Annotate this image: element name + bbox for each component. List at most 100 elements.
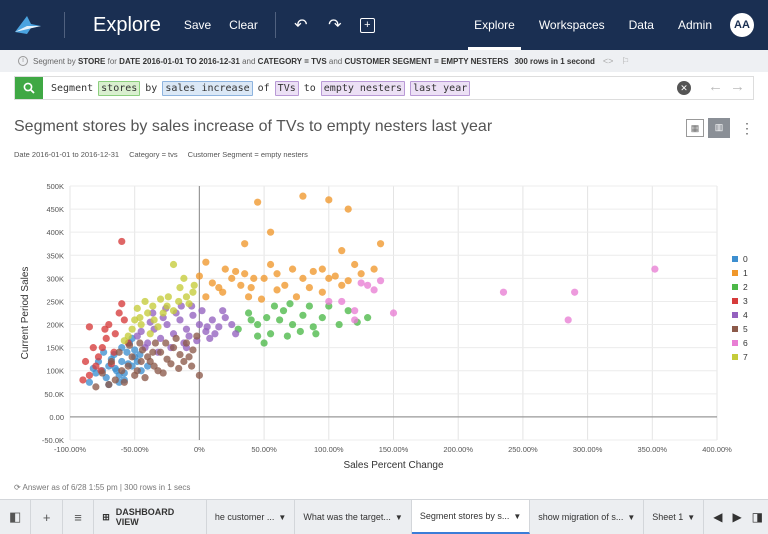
nav-explore[interactable]: Explore (468, 0, 521, 50)
legend-swatch (732, 312, 738, 318)
legend-label: 7 (743, 352, 748, 362)
code-icon[interactable]: <> (602, 56, 614, 66)
scatter-point (195, 272, 203, 280)
interp-category: CATEGORY = TVS (257, 56, 327, 66)
scatter-point (344, 307, 352, 315)
query-token[interactable]: empty nesters (320, 80, 406, 96)
scatter-point (195, 320, 203, 329)
scatter-point (202, 258, 210, 266)
tab-menu-caret-icon[interactable]: ▼ (627, 512, 636, 522)
undo-icon[interactable]: ↶ (294, 17, 308, 34)
tab-menu-caret-icon[interactable]: ▼ (513, 511, 522, 521)
grid-icon: ⊞ (102, 511, 110, 522)
expand-panel-icon[interactable]: ◨ (751, 510, 764, 524)
scatter-point (175, 297, 183, 306)
sheet-tab-label: Sheet 1 (652, 512, 684, 522)
top-nav-bar: Explore Save Clear ↶ ↷ + Explore Workspa… (0, 0, 768, 50)
logo-icon (15, 16, 41, 34)
app-logo[interactable] (0, 0, 56, 50)
more-options-icon[interactable]: ⋮ (740, 119, 754, 136)
clear-search-icon[interactable]: ✕ (677, 81, 691, 95)
sheet-tab-label: show migration of s... (538, 512, 624, 522)
filter-date: Date 2016-01-01 to 2016-12-31 (14, 150, 120, 159)
scatter-point (185, 353, 193, 361)
scatter-point (198, 307, 206, 315)
scatter-point (105, 380, 113, 389)
clear-button[interactable]: Clear (229, 18, 258, 32)
add-sheet-icon[interactable]: + (31, 500, 63, 534)
query-token[interactable]: TVs (274, 80, 299, 96)
scatter-point (182, 325, 191, 333)
scatter-point (136, 314, 144, 322)
sheet-tab[interactable]: show migration of s... ▼ (530, 500, 645, 534)
dashboard-view-button[interactable]: ⊞ DASHBOARD VIEW (94, 500, 207, 534)
search-button[interactable] (15, 77, 43, 99)
scatter-point (288, 320, 297, 329)
user-avatar[interactable]: AA (730, 13, 754, 37)
tab-menu-caret-icon[interactable]: ▼ (394, 512, 403, 522)
sheet-tab[interactable]: he customer ... ▼ (207, 500, 296, 534)
y-tick-label: 0.00 (49, 413, 64, 422)
scatter-point (296, 327, 304, 336)
scatter-point (137, 357, 145, 366)
y-tick-label: 400K (46, 228, 64, 237)
chart-view-icon[interactable]: ▥ (708, 118, 730, 138)
flag-icon[interactable]: ⚐ (621, 55, 630, 66)
tab-scroll-right-icon[interactable]: ▶ (732, 510, 742, 524)
nav-data[interactable]: Data (628, 18, 654, 32)
scatter-point (120, 316, 128, 324)
dashboard-view-label: DASHBOARD VIEW (115, 507, 175, 527)
scatter-point (133, 367, 141, 375)
y-tick-label: 150K (46, 344, 64, 353)
sheet-tab-label: What was the target... (303, 512, 391, 522)
scatter-point (564, 316, 572, 324)
redo-icon[interactable]: ↷ (328, 17, 342, 34)
save-button[interactable]: Save (183, 18, 212, 32)
scatter-point (286, 300, 294, 308)
scatter-point (273, 270, 281, 278)
query-token[interactable]: stores (98, 80, 141, 96)
scatter-point (120, 337, 128, 345)
scatter-point (98, 344, 106, 352)
query-token[interactable]: sales increase (162, 80, 253, 96)
scatter-point (338, 281, 346, 289)
table-view-icon[interactable]: ▦ (686, 119, 704, 137)
nav-admin[interactable]: Admin (677, 18, 712, 32)
sheet-list-icon[interactable]: ≡ (63, 500, 95, 534)
x-tick-label: 0% (194, 445, 205, 454)
sheet-tab[interactable]: Sheet 1 ▼ (644, 500, 705, 534)
scatter-point (288, 265, 297, 273)
panel-toggle-icon[interactable]: ◧ (0, 500, 32, 534)
interp-and: and (242, 56, 256, 66)
legend-label: 1 (743, 268, 748, 278)
search-input[interactable]: Segment stores by sales increase of TVs to empt… (51, 80, 475, 96)
forward-arrow-icon[interactable]: → (730, 78, 745, 95)
scatter-point (154, 323, 162, 331)
nav-workspaces[interactable]: Workspaces (538, 18, 605, 32)
sheet-tab[interactable]: What was the target... ▼ (295, 500, 412, 534)
query-token[interactable]: last year (410, 80, 471, 96)
sheet-tab-label: he customer ... (214, 512, 275, 522)
scatter-point (131, 346, 139, 354)
sheet-tab-bar: ◧ + ≡ ⊞ DASHBOARD VIEW he customer ... ▼ W… (0, 499, 768, 534)
sheet-tab[interactable]: Segment stores by s... ▼ (411, 500, 531, 534)
scatter-point (123, 348, 131, 356)
back-arrow-icon[interactable]: ← (708, 78, 723, 95)
refresh-icon[interactable]: ⟳ (14, 483, 21, 492)
scatter-point (351, 260, 359, 269)
scatter-point (162, 339, 170, 347)
tab-menu-caret-icon[interactable]: ▼ (278, 512, 287, 522)
add-to-dashboard-icon[interactable]: + (359, 17, 375, 33)
scatter-point (188, 362, 196, 370)
filter-category: Category = tvs (129, 150, 178, 159)
scatter-point (150, 316, 158, 324)
main-nav: Explore Workspaces Data Admin AA (462, 0, 768, 50)
scatter-point (364, 281, 372, 289)
scatter-point (228, 274, 236, 282)
scatter-point (115, 309, 123, 317)
tab-menu-caret-icon[interactable]: ▼ (687, 512, 696, 522)
scatter-point (318, 288, 326, 296)
legend-label: 0 (743, 254, 748, 264)
tab-scroll-left-icon[interactable]: ◀ (713, 510, 723, 524)
scatter-point (144, 309, 152, 317)
